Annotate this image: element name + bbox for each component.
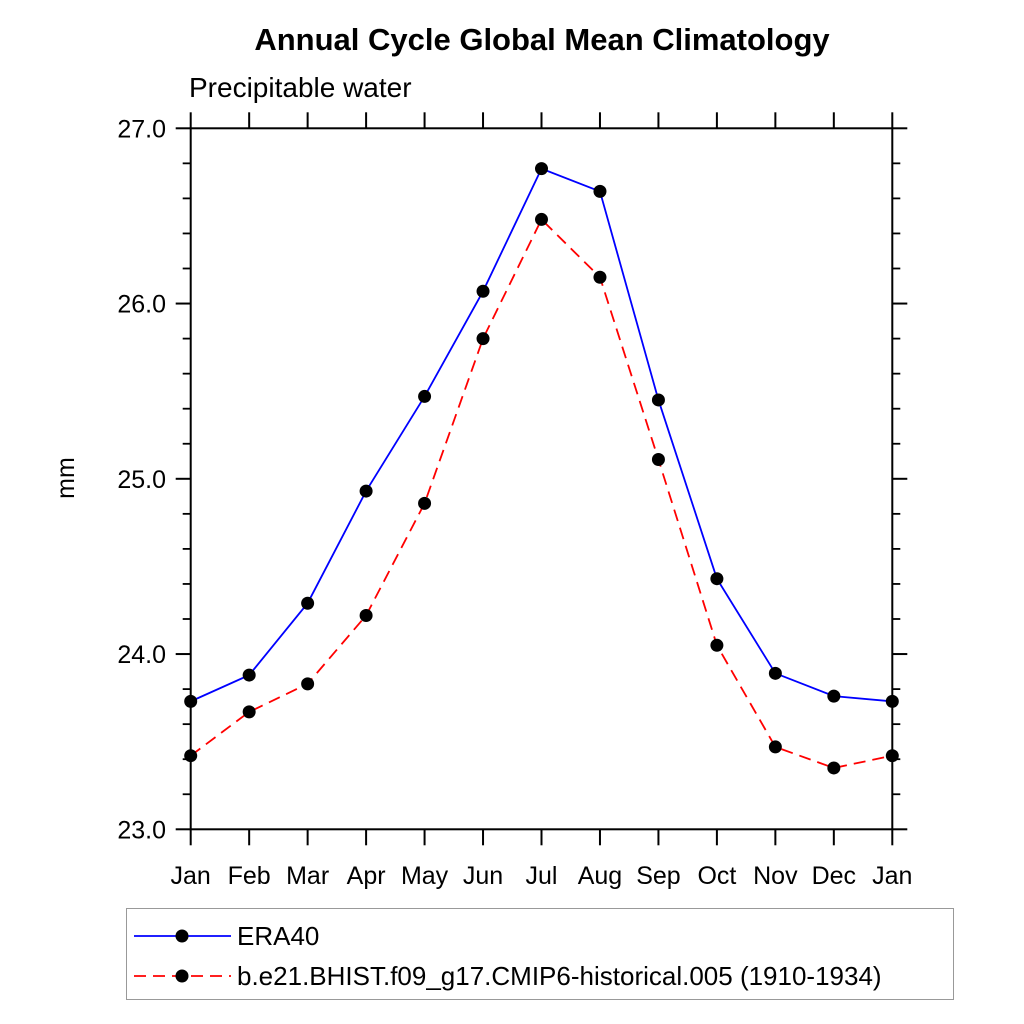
x-axis-tick-label: Mar: [286, 862, 329, 890]
legend-item-model: b.e21.BHIST.f09_g17.CMIP6-historical.005…: [132, 958, 882, 994]
y-axis-tick-label: 26.0: [117, 291, 166, 319]
x-axis-tick-label: Jun: [463, 862, 503, 890]
y-axis-tick-label: 25.0: [117, 466, 166, 494]
x-axis-tick-label: Sep: [636, 862, 680, 890]
model-data-point-marker: [242, 705, 256, 719]
era40-data-point-marker: [476, 284, 490, 298]
x-axis-tick-label: Jan: [171, 862, 211, 890]
era40-data-point-marker: [301, 596, 315, 610]
model-legend-marker-icon: [175, 969, 189, 983]
era40-data-point-marker: [242, 668, 256, 682]
model-data-point-marker: [359, 608, 373, 622]
chart-subtitle: Precipitable water: [189, 72, 412, 103]
era40-line-swatch: [134, 929, 231, 943]
era40-data-point-marker: [710, 572, 724, 586]
model-data-point-marker: [651, 453, 665, 467]
model-data-point-marker: [301, 677, 315, 691]
model-data-point-marker: [418, 496, 432, 510]
model-line-swatch: [134, 969, 231, 983]
era40-data-point-marker: [359, 484, 373, 498]
x-axis-tick-label: Dec: [812, 862, 856, 890]
model-data-point-marker: [827, 761, 841, 775]
model-data-point-marker: [768, 740, 782, 754]
chart-title: Annual Cycle Global Mean Climatology: [254, 22, 830, 57]
x-axis-tick-label: Oct: [697, 862, 736, 890]
legend-label-model: b.e21.BHIST.f09_g17.CMIP6-historical.005…: [237, 960, 882, 991]
era40-data-point-marker: [651, 393, 665, 407]
model-data-point-marker: [476, 332, 490, 346]
y-axis-title: mm: [52, 457, 80, 499]
x-axis-tick-label: Aug: [578, 862, 622, 890]
y-axis-tick-label: 27.0: [117, 115, 166, 143]
x-axis-tick-label: Apr: [347, 862, 386, 890]
model-data-point-marker: [710, 638, 724, 652]
era40-data-point-marker: [593, 184, 607, 198]
plot-frame: [189, 127, 894, 831]
model-data-point-marker: [593, 270, 607, 284]
x-axis-tick-label: Jan: [872, 862, 912, 890]
era40-data-point-marker: [418, 389, 432, 403]
era40-data-point-marker: [827, 689, 841, 703]
x-axis-tick-label: Nov: [753, 862, 798, 890]
model-data-point-marker: [885, 749, 899, 763]
era40-legend-marker-icon: [175, 929, 189, 943]
model-series-line: [190, 217, 893, 769]
era40-data-point-marker: [184, 694, 198, 708]
y-axis-tick-label: 24.0: [117, 641, 166, 669]
era40-data-point-marker: [768, 666, 782, 680]
x-axis-tick-label: Feb: [228, 862, 271, 890]
legend-item-era40: ERA40: [132, 918, 319, 954]
legend-label-era40: ERA40: [237, 920, 320, 951]
model-data-point-marker: [535, 212, 548, 226]
era40-data-point-marker: [885, 694, 899, 708]
era40-data-point-marker: [535, 162, 548, 176]
legend-box: ERA40 b.e21.BHIST.f09_g17.CMIP6-historic…: [126, 908, 954, 1000]
era40-series-line: [190, 167, 893, 703]
x-axis-tick-label: May: [401, 862, 449, 890]
x-axis-tick-label: Jul: [526, 862, 558, 890]
y-axis-tick-label: 23.0: [117, 816, 166, 844]
model-data-point-marker: [184, 749, 198, 763]
